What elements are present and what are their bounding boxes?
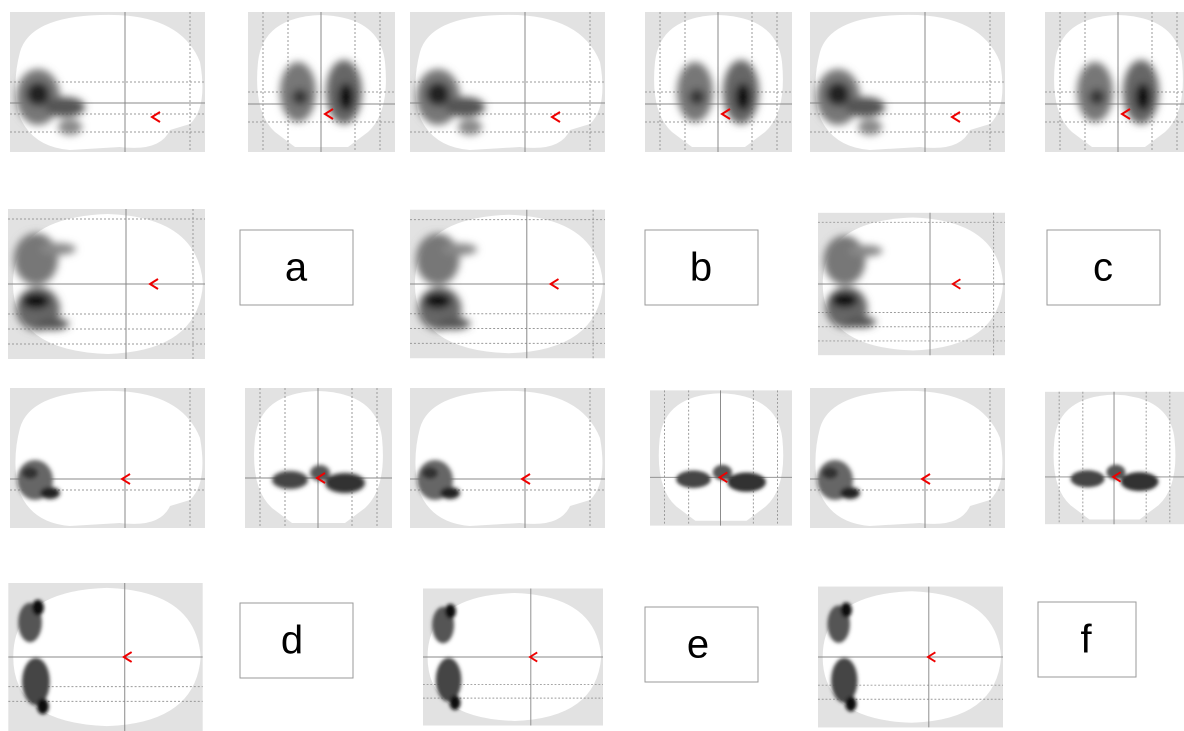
coronal-view — [1045, 392, 1184, 524]
coronal-view — [650, 390, 792, 525]
panel-label: a — [239, 229, 354, 306]
coronal-view — [645, 12, 792, 152]
axial-view — [818, 587, 1003, 728]
panel-label: c — [1046, 229, 1161, 306]
coronal-view — [248, 12, 395, 152]
label-box — [1046, 229, 1161, 306]
label-text: c — [1093, 246, 1113, 290]
axial-view — [410, 210, 605, 358]
label-box — [1037, 601, 1137, 678]
axial-view — [8, 583, 202, 731]
axial-view — [818, 213, 1005, 355]
sagittal-view — [410, 388, 605, 528]
label-box — [239, 229, 354, 306]
sagittal-view — [810, 388, 1005, 528]
label-text: d — [281, 619, 303, 663]
label-box — [644, 229, 759, 306]
sagittal-view — [10, 12, 205, 152]
axial-view — [423, 588, 603, 725]
sagittal-view — [10, 388, 205, 528]
label-box — [239, 602, 354, 679]
axial-view — [8, 209, 205, 359]
coronal-view — [245, 388, 392, 528]
label-text: b — [690, 246, 712, 290]
panel-label: f — [1037, 601, 1137, 678]
sagittal-view — [810, 12, 1005, 152]
panel-label: b — [644, 229, 759, 306]
label-box — [644, 606, 759, 683]
panel-label: e — [644, 606, 759, 683]
panel-label: d — [239, 602, 354, 679]
sagittal-view — [410, 12, 605, 152]
coronal-view — [1045, 12, 1184, 152]
label-text: a — [285, 246, 308, 290]
label-text: f — [1080, 618, 1092, 662]
label-text: e — [687, 623, 709, 667]
